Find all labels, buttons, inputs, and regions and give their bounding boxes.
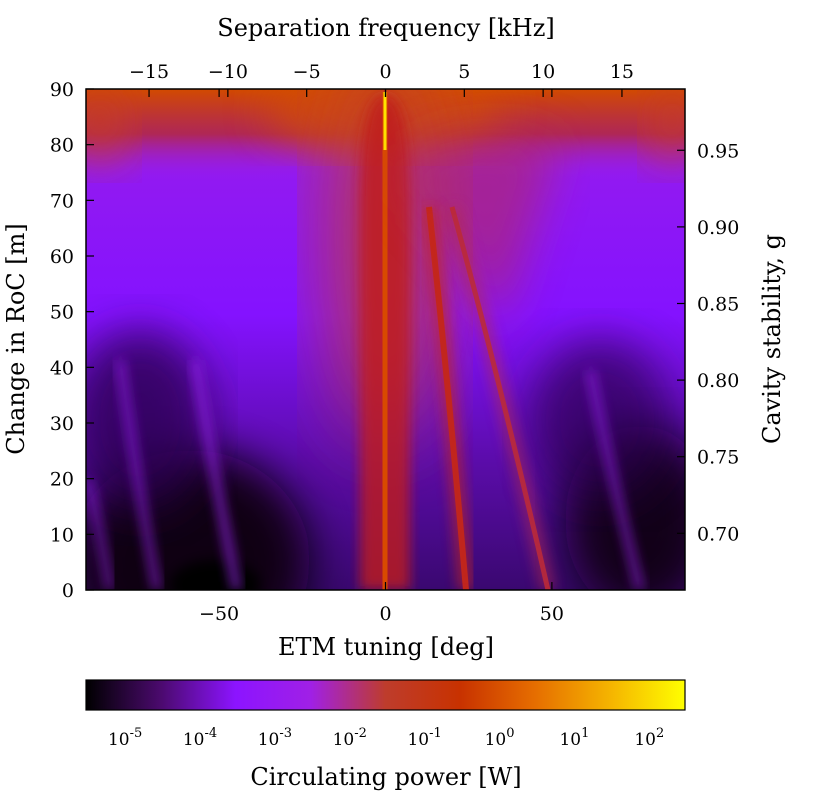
heatmap-image: [86, 89, 685, 590]
colorbar-tick-label: 10-3: [258, 726, 292, 750]
y-left-tick-label: 20: [50, 469, 74, 491]
colorbar-tick-labels: 10-5 10-4 10-3 10-2 10-1 100 101 102: [108, 726, 664, 750]
y-left-tick-label: 40: [50, 357, 74, 379]
y-right-axis-title: Cavity stability, g: [758, 234, 786, 444]
colorbar-tick-label: 10-5: [108, 726, 142, 750]
y-left-tick-label: 70: [50, 190, 74, 212]
y-right-tick-label: 0.75: [697, 447, 739, 469]
colorbar-tick-label: 100: [485, 726, 515, 750]
y-right-tick-label: 0.95: [697, 140, 739, 162]
colorbar: [85, 679, 686, 711]
y-left-tick-label: 30: [50, 413, 74, 435]
x-top-tick-label: 0: [379, 61, 391, 83]
colorbar-tick-label: 10-4: [183, 726, 217, 750]
x-top-tick-label: −10: [208, 61, 248, 83]
y-right-tick-label: 0.80: [697, 370, 739, 392]
x-top-tick-label: −5: [293, 61, 321, 83]
axis-ticks: [86, 88, 685, 591]
y-right-tick-label: 0.85: [697, 293, 739, 315]
y-left-tick-label: 10: [50, 524, 74, 546]
x-bottom-tick-label: 0: [379, 603, 391, 625]
x-bottom-tick-label: 50: [540, 603, 564, 625]
y-left-tick-label: 80: [50, 135, 74, 157]
y-left-tick-label: 60: [50, 246, 74, 268]
y-left-tick-label: 0: [62, 580, 74, 602]
x-top-tick-label: −15: [129, 61, 169, 83]
colorbar-tick-label: 102: [634, 726, 664, 750]
x-bottom-tick-label: −50: [199, 603, 239, 625]
colorbar-tick-label: 10-1: [407, 726, 441, 750]
colorbar-title: Circulating power [W]: [250, 763, 521, 791]
y-left-axis-title: Change in RoC [m]: [2, 223, 30, 455]
x-bottom-axis-title: ETM tuning [deg]: [278, 633, 494, 661]
x-top-tick-label: 10: [531, 61, 555, 83]
x-top-tick-label: 15: [610, 61, 634, 83]
colorbar-tick-label: 10-2: [333, 726, 367, 750]
x-top-tick-label: 5: [458, 61, 470, 83]
x-top-axis-title: Separation frequency [kHz]: [217, 14, 554, 42]
y-right-tick-label: 0.90: [697, 217, 739, 239]
axis-tick-labels: −50 0 50−15 −10 −5 0 5 10 1501020304050607080900…: [50, 61, 740, 625]
y-right-tick-label: 0.70: [697, 523, 739, 545]
colorbar-tick-label: 101: [559, 726, 589, 750]
y-left-tick-label: 50: [50, 302, 74, 324]
y-left-tick-label: 90: [50, 79, 74, 101]
